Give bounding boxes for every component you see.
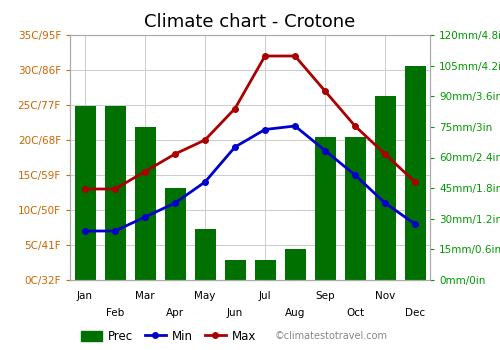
Text: Nov: Nov <box>375 291 395 301</box>
Bar <box>254 260 276 280</box>
Text: Feb: Feb <box>106 308 124 318</box>
Bar <box>404 66 425 280</box>
Bar <box>314 137 336 280</box>
Text: Oct: Oct <box>346 308 364 318</box>
Text: Apr: Apr <box>166 308 184 318</box>
Title: Climate chart - Crotone: Climate chart - Crotone <box>144 13 356 31</box>
Legend: Prec, Min, Max: Prec, Min, Max <box>76 325 261 348</box>
Text: May: May <box>194 291 216 301</box>
Text: ©climatestotravel.com: ©climatestotravel.com <box>275 331 388 341</box>
Text: Dec: Dec <box>405 308 425 318</box>
Bar <box>224 260 246 280</box>
Bar <box>344 137 366 280</box>
Text: Mar: Mar <box>135 291 155 301</box>
Text: Jun: Jun <box>227 308 243 318</box>
Bar <box>194 229 216 280</box>
Text: Jul: Jul <box>258 291 272 301</box>
Text: Jan: Jan <box>77 291 93 301</box>
Text: Aug: Aug <box>285 308 305 318</box>
Bar <box>74 106 96 280</box>
Bar <box>164 188 186 280</box>
Bar <box>374 96 396 280</box>
Bar <box>284 249 306 280</box>
Bar <box>134 127 156 280</box>
Bar <box>104 106 126 280</box>
Text: Sep: Sep <box>315 291 335 301</box>
